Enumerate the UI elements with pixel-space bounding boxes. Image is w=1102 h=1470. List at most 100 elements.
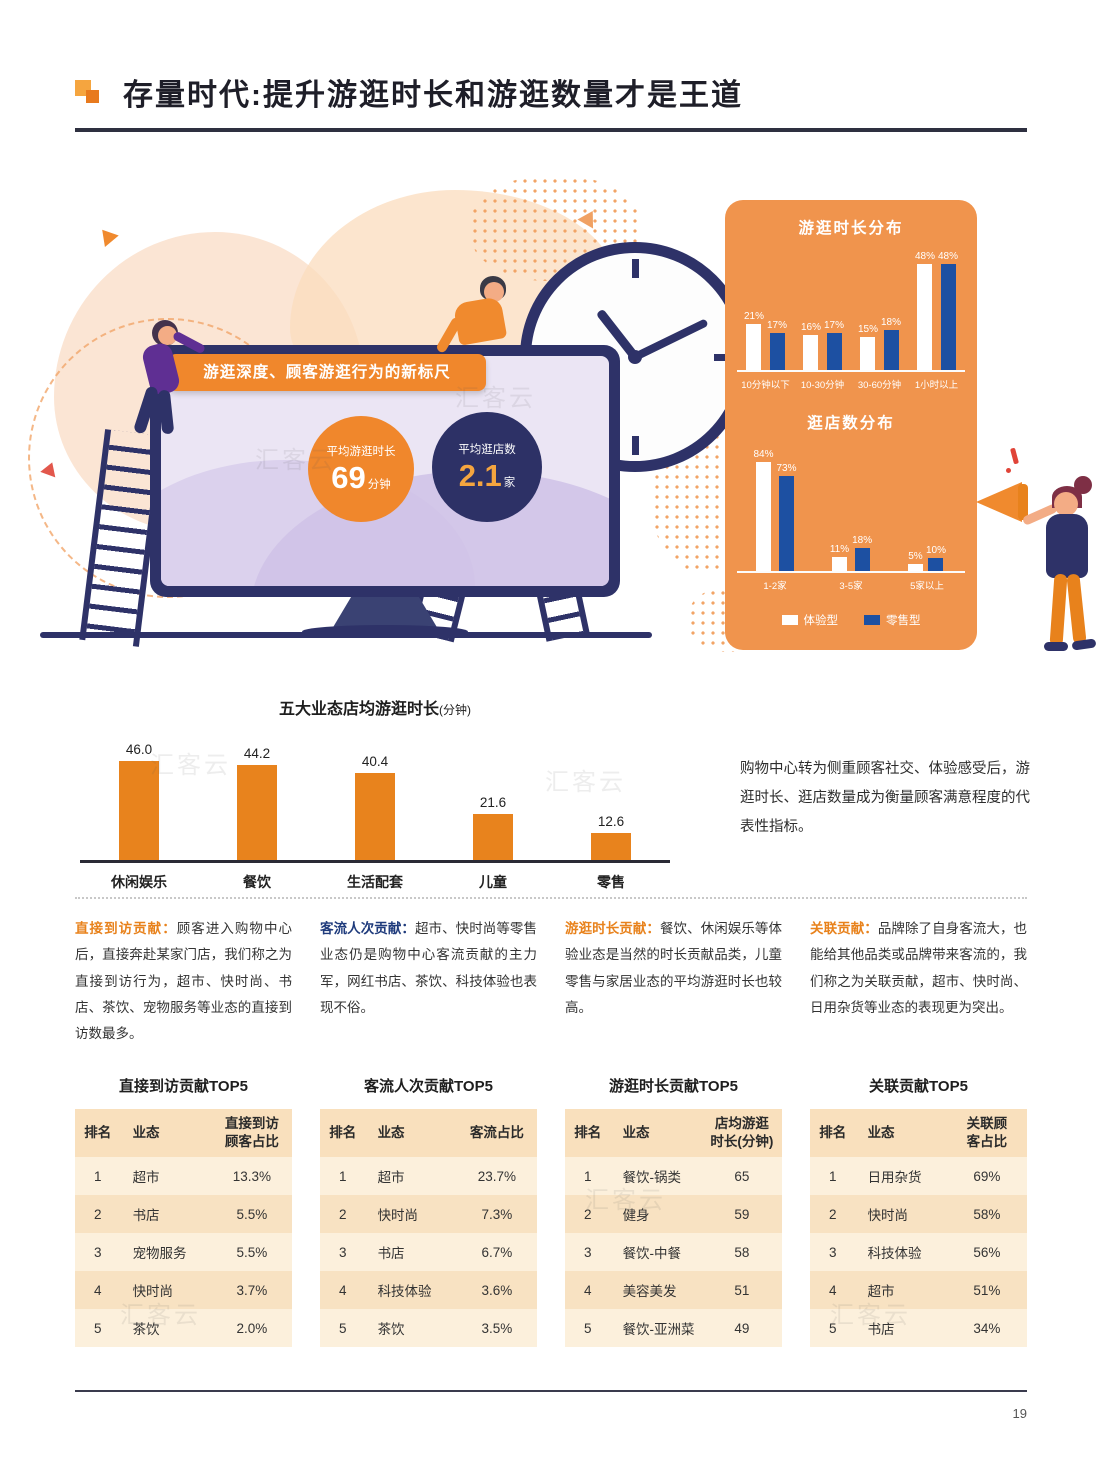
bar-value-label: 5% <box>908 551 923 562</box>
description-column: 关联贡献：品牌除了自身客流大，也能给其他品类或品牌带来客流的，我们称之为关联贡献… <box>810 916 1027 1048</box>
table-cell: 茶饮 <box>377 1322 405 1337</box>
paragraph-lead: 关联贡献： <box>810 921 878 936</box>
traffic-top5-table: 客流人次贡献TOP5 排名 业态 客流占比 1 超市 23.7% 2 快时尚 7.3% 3 书… <box>320 1075 537 1347</box>
bar <box>355 773 395 860</box>
bar-value-label: 12.6 <box>597 814 625 829</box>
table-header-row: 排名 业态 客流占比 <box>320 1109 537 1157</box>
stat-unit: 分钟 <box>367 478 391 491</box>
table-cell: 4 <box>584 1282 592 1298</box>
table-cell: 书店 <box>377 1246 405 1261</box>
bar-group: 15% 18% <box>858 317 901 370</box>
contribution-descriptions: 直接到访贡献：顾客进入购物中心后，直接奔赴某家门店，我们称之为直接到访行为，超市… <box>75 916 1027 1048</box>
watermark: 汇客云 <box>545 769 626 796</box>
table-cell: 书店 <box>132 1208 160 1223</box>
footer-rule <box>75 1390 1027 1392</box>
table-cell: 59 <box>734 1206 750 1222</box>
table-row: 3 餐饮-中餐 58 <box>565 1233 782 1271</box>
legend-item: 零售型 <box>864 612 921 628</box>
bar-group: 48% 48% <box>915 251 958 370</box>
insight-paragraph: 购物中心转为侧重顾客社交、体验感受后，游逛时长、逛店数量成为衡量顾客满意程度的代… <box>740 761 1030 835</box>
bar-value-label: 11% <box>829 544 850 555</box>
bar <box>883 330 899 370</box>
bar-value-label: 17% <box>824 320 845 331</box>
description-column: 直接到访贡献：顾客进入购物中心后，直接奔赴某家门店，我们称之为直接到访行为，超市… <box>75 916 292 1048</box>
column-header: 关联顾 客占比 <box>946 1109 1027 1157</box>
bar-value-label: 21.6 <box>479 795 507 810</box>
chart-title-unit: (分钟) <box>439 703 471 717</box>
table-cell: 1 <box>584 1168 592 1184</box>
category-label: 5家以上 <box>910 581 944 592</box>
category-label: 10分钟以下 <box>741 380 790 391</box>
watermark: 汇客云 <box>120 1302 201 1329</box>
person-megaphone-illustration <box>976 447 1102 688</box>
table-row: 2 快时尚 58% <box>810 1195 1027 1233</box>
person-climbing-illustration <box>110 320 220 500</box>
page-title: 存量时代:提升游逛时长和游逛数量才是王道 <box>123 79 743 112</box>
table-cell: 69% <box>973 1168 1001 1184</box>
bar-value-label: 18% <box>881 317 902 328</box>
banner-title: 游逛深度、顾客游逛行为的新标尺 <box>168 354 486 391</box>
table-cell: 3 <box>339 1244 347 1260</box>
description-column: 客流人次贡献：超市、快时尚等零售业态仍是购物中心客流贡献的主力军，网红书店、茶饮… <box>320 916 537 1048</box>
category-label: 1小时以上 <box>914 380 959 391</box>
table-row: 4 美容美发 51 <box>565 1271 782 1309</box>
avg-stores-visited-stat: 平均逛店数 2.1 家 <box>432 412 542 522</box>
table-cell: 2 <box>94 1206 102 1222</box>
table-row: 3 书店 6.7% <box>320 1233 537 1271</box>
chart-plot: 21% 17% 16% 17% 15% 18% 48% 48% <box>737 250 965 372</box>
paragraph-lead: 游逛时长贡献： <box>565 921 660 936</box>
table-cell: 2 <box>829 1206 837 1222</box>
table-row: 1 超市 23.7% <box>320 1157 537 1195</box>
table-cell: 餐饮-中餐 <box>622 1246 682 1261</box>
stat-label: 平均游逛时长 <box>326 445 396 458</box>
table-row: 4 超市 51% <box>810 1271 1027 1309</box>
table-title: 直接到访贡献TOP5 <box>119 1078 248 1095</box>
paragraph-text: 餐饮、休闲娱乐等体验业态是当然的时长贡献品类，儿童零售与家居业态的平均游逛时长也… <box>565 921 783 1015</box>
exclamation-icon <box>1010 447 1019 465</box>
table-cell: 6.7% <box>481 1244 513 1260</box>
column-header: 店均游逛 时长(分钟) <box>701 1109 782 1157</box>
table-cell: 5 <box>829 1320 837 1336</box>
legend-item: 体验型 <box>781 612 838 628</box>
megaphone-icon <box>976 482 1022 522</box>
table-cell: 餐饮-亚洲菜 <box>622 1322 695 1337</box>
table-cell: 美容美发 <box>622 1284 677 1299</box>
bar-value-label: 15% <box>857 324 878 335</box>
table-cell: 超市 <box>377 1170 405 1185</box>
title-bullet-icon <box>75 78 103 106</box>
bar <box>860 337 876 370</box>
hero-illustration: 游逛深度、顾客游逛行为的新标尺 平均游逛时长 69 分钟 平均逛店数 2.1 家… <box>28 170 1097 695</box>
table-cell: 56% <box>973 1244 1001 1260</box>
avg-visit-duration-stat: 平均游逛时长 69 分钟 <box>308 416 414 522</box>
chart-title: 游逛时长分布 <box>798 220 904 237</box>
stat-value: 2.1 <box>458 457 502 493</box>
table-row: 3 宠物服务 5.5% <box>75 1233 292 1271</box>
table-title: 游逛时长贡献TOP5 <box>609 1078 738 1095</box>
category-label: 儿童 <box>479 874 507 890</box>
watermark: 汇客云 <box>585 1187 666 1214</box>
table-cell: 49 <box>734 1320 750 1336</box>
watermark: 汇客云 <box>455 385 536 412</box>
bar <box>769 333 785 370</box>
association-top5-table: 关联贡献TOP5 排名 业态 关联顾 客占比 1 日用杂货 69% 2 快时尚 58% 3 科… <box>810 1075 1027 1347</box>
experience-type-swatch <box>781 615 798 625</box>
table-cell: 1 <box>94 1168 102 1184</box>
table-cell: 5 <box>339 1320 347 1336</box>
chart-title: 五大业态店均游逛时长(分钟) <box>80 695 670 719</box>
table-cell: 13.3% <box>232 1168 271 1184</box>
table-cell: 2 <box>584 1206 592 1222</box>
bar-value-label: 46.0 <box>125 742 153 757</box>
bar-group: 44.2 <box>237 746 277 860</box>
stat-value: 69 <box>331 459 366 495</box>
bar-value-label: 16% <box>800 322 821 333</box>
table-row: 3 科技体验 56% <box>810 1233 1027 1271</box>
table-row: 1 日用杂货 69% <box>810 1157 1027 1195</box>
table-cell: 2 <box>339 1206 347 1222</box>
table-row: 5 书店 34% <box>810 1309 1027 1347</box>
table-cell: 23.7% <box>477 1168 516 1184</box>
paragraph-text: 顾客进入购物中心后，直接奔赴某家门店，我们称之为直接到访行为，超市、快时尚、书店… <box>75 921 292 1042</box>
bar <box>591 833 631 860</box>
column-header: 客流占比 <box>456 1109 537 1157</box>
table-cell: 58% <box>973 1206 1001 1222</box>
paragraph-text: 超市、快时尚等零售业态仍是购物中心客流贡献的主力军，网红书店、茶饮、科技体验也表… <box>320 921 538 1015</box>
